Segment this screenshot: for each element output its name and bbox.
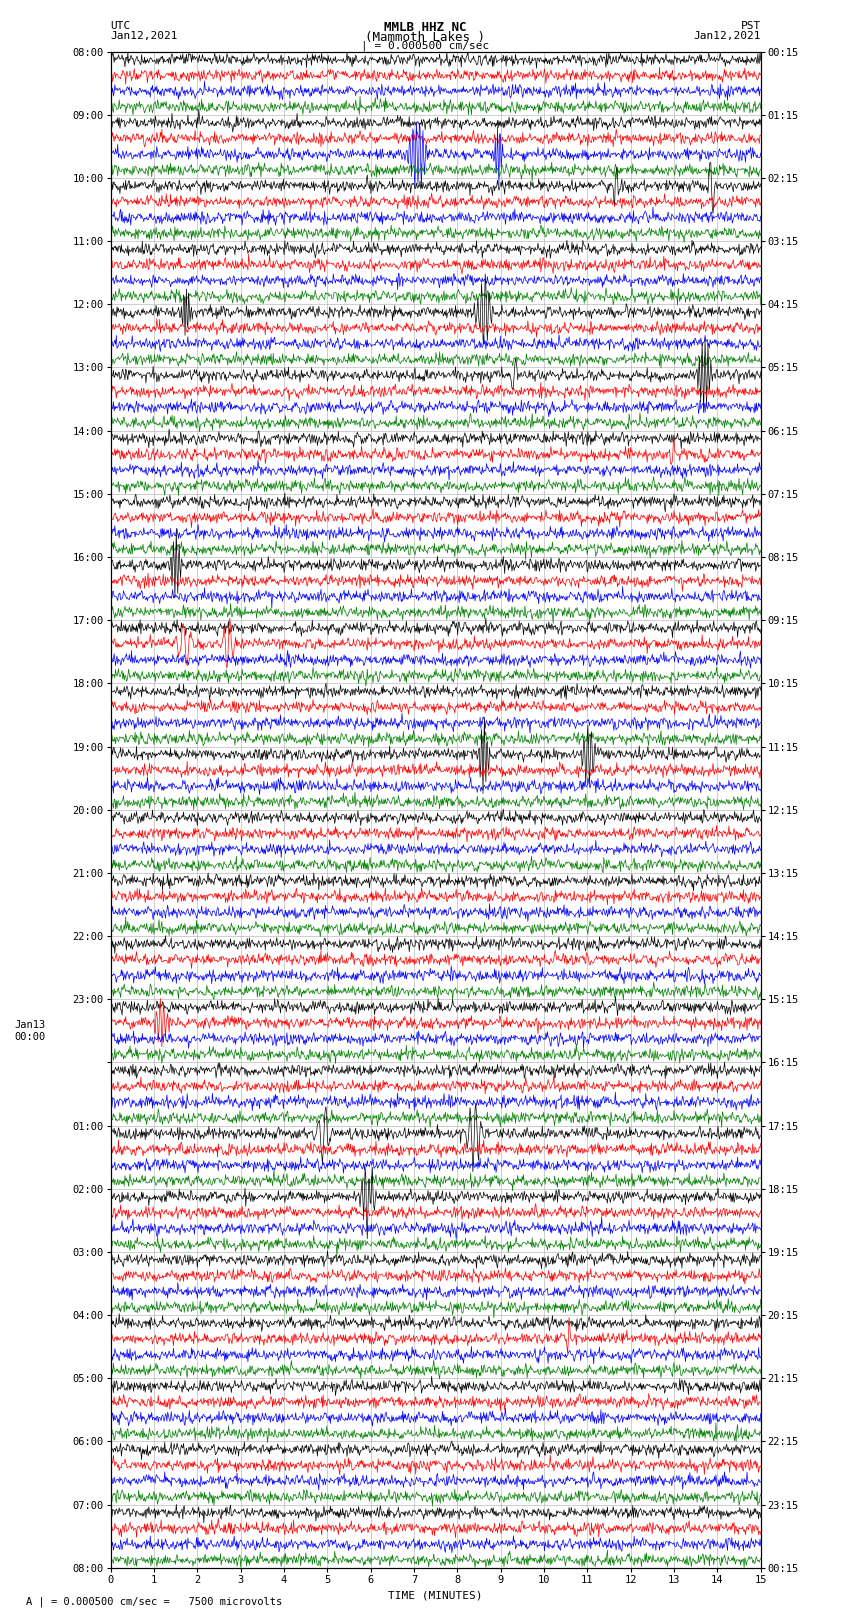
Text: (Mammoth Lakes ): (Mammoth Lakes ) <box>365 31 485 44</box>
Text: Jan13
00:00: Jan13 00:00 <box>14 1019 45 1042</box>
Text: PST: PST <box>740 21 761 31</box>
Text: MMLB HHZ NC: MMLB HHZ NC <box>383 21 467 34</box>
Text: UTC: UTC <box>110 21 131 31</box>
Text: Jan12,2021: Jan12,2021 <box>110 31 178 40</box>
Text: A | = 0.000500 cm/sec =   7500 microvolts: A | = 0.000500 cm/sec = 7500 microvolts <box>26 1595 281 1607</box>
X-axis label: TIME (MINUTES): TIME (MINUTES) <box>388 1590 483 1600</box>
Text: Jan12,2021: Jan12,2021 <box>694 31 761 40</box>
Text: | = 0.000500 cm/sec: | = 0.000500 cm/sec <box>361 40 489 52</box>
